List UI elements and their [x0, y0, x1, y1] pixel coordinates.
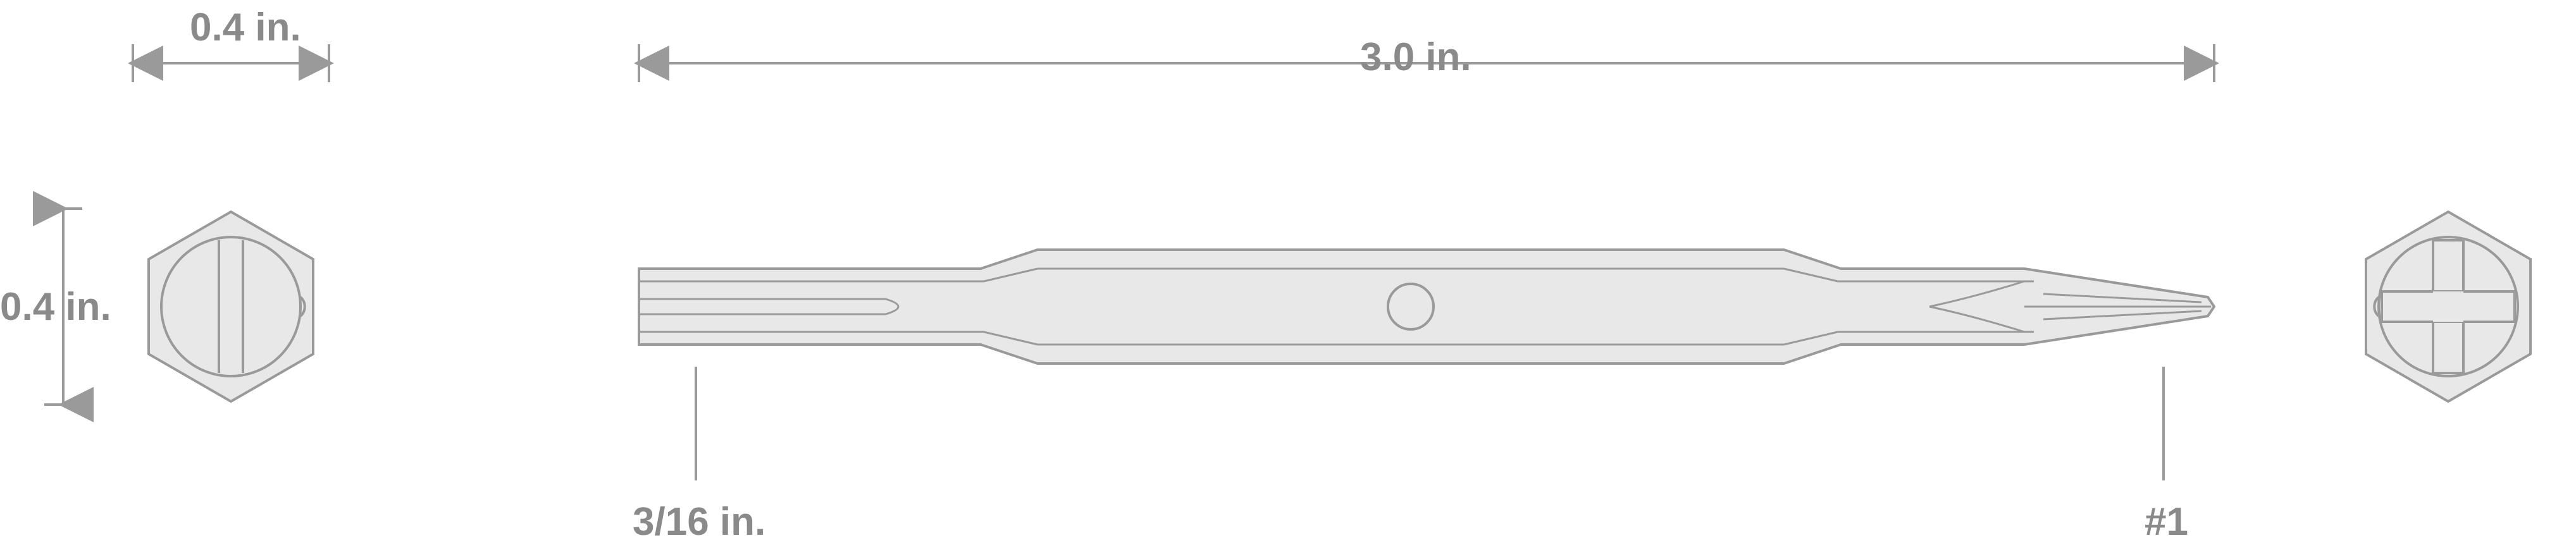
callout-right-line: [0, 0, 2277, 550]
technical-drawing: 0.4 in. 0.4 in. 3.0 in.: [0, 0, 2576, 550]
callout-right-label: #1: [2145, 499, 2188, 544]
end-view-phillips-hex: [2350, 209, 2546, 405]
